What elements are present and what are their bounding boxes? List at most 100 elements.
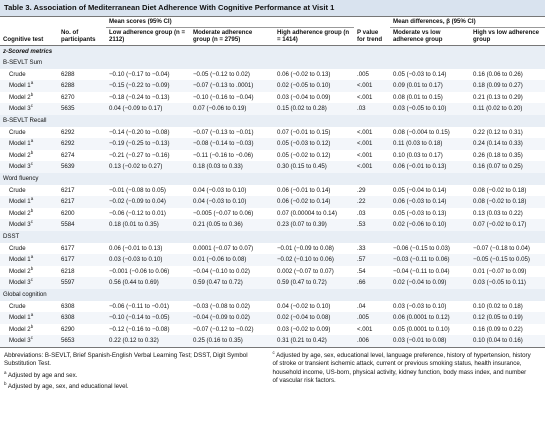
row-label-text: Model 1 — [9, 82, 31, 90]
participants: 6217 — [58, 196, 106, 208]
participants: 6288 — [61, 70, 75, 78]
cell: −0.001 (−0.06 to 0.06) — [109, 267, 170, 275]
cell: 0.04 (−0.09 to 0.17) — [106, 103, 190, 116]
participants: 6292 — [58, 138, 106, 150]
cell: −0.01 (−0.09 to 0.08) — [277, 244, 334, 252]
cell: 0.03 (−0.04 to 0.09) — [277, 93, 331, 101]
cell: 0.06 (−0.02 to 0.13) — [277, 70, 331, 78]
cell: 0.01 (−0.06 to 0.08) — [190, 254, 274, 266]
cell: 0.12 (0.05 to 0.19) — [470, 312, 545, 324]
data-row: Model 1a 6308 −0.10 (−0.14 to −0.05) −0.04 … — [0, 312, 545, 324]
cell: 0.16 (0.09 to 0.22) — [473, 325, 523, 333]
data-row: Crude 6288 −0.10 (−0.17 to −0.04) −0.05 (−0… — [0, 69, 545, 81]
data-row: Crude 6308 −0.06 (−0.11 to −0.01) −0.03 (−0… — [0, 301, 545, 313]
cell: .54 — [357, 267, 366, 275]
cell: <.001 — [354, 80, 391, 92]
footnote-text: Adjusted by age, sex, educational level,… — [272, 351, 531, 385]
header-cell: P value for trend — [354, 27, 391, 46]
cell: 0.06 (−0.01 to 0.14) — [277, 186, 331, 194]
cell: −0.08 (−0.14 to −0.03) — [190, 138, 274, 150]
cell: <.001 — [357, 151, 373, 159]
participants: 6200 — [61, 209, 75, 217]
section-row: B-SEVLT Recall — [0, 115, 545, 127]
footnote: c Adjusted by age, sex, educational leve… — [272, 350, 534, 386]
header-cell: Moderate adherence group (n = 2795) — [190, 27, 274, 46]
data-row: Crude 6177 0.06 (−0.01 to 0.13) 0.0001 (−0.… — [0, 243, 545, 255]
data-row: Crude 6217 −0.01 (−0.08 to 0.05) 0.04 (−0.0… — [0, 185, 545, 197]
cell: <.001 — [354, 138, 391, 150]
header-cell: Low adherence group (n = 2112) — [106, 27, 190, 46]
header-cell — [354, 16, 391, 27]
cell: 0.07 (−0.06 to 0.19) — [190, 103, 274, 116]
cell: 0.0001 (−0.07 to 0.07) — [193, 244, 254, 252]
section-name: Global cognition — [0, 288, 545, 301]
header-cell: Cognitive test — [0, 27, 58, 46]
cell: .33 — [357, 244, 366, 252]
row-label: Model 3c — [0, 103, 58, 116]
cell: 0.15 (0.02 to 0.28) — [274, 103, 355, 116]
cell: 0.18 (0.01 to 0.35) — [106, 219, 190, 231]
row-label-text: Crude — [9, 128, 26, 136]
participants: 6217 — [61, 186, 75, 194]
section-row: B-SEVLT Sum — [0, 57, 545, 69]
participants: 5584 — [58, 219, 106, 231]
cell: 0.21 (0.13 to 0.29) — [473, 93, 523, 101]
cell: .57 — [354, 254, 391, 266]
row-label-text: Model 2 — [9, 325, 31, 333]
header-cell — [0, 16, 58, 27]
section-name: Word fluency — [0, 173, 545, 185]
footnote-mark: b — [30, 323, 34, 329]
cell: −0.18 (−0.24 to −0.13) — [109, 93, 170, 101]
cell: −0.07 (−0.13 to .0001) — [190, 80, 274, 92]
cell: −0.04 (−0.10 to 0.02) — [193, 267, 250, 275]
cell: 0.11 (0.02 to 0.20) — [470, 103, 545, 116]
cell: 0.02 (−0.06 to 0.10) — [390, 219, 471, 231]
cell: 0.18 (0.09 to 0.27) — [470, 80, 545, 92]
participants: 6274 — [61, 151, 75, 159]
cell: −0.03 (−0.08 to 0.02) — [193, 302, 250, 310]
metric-heading: z-Scored metrics — [0, 45, 545, 58]
row-label: Model 3c — [0, 335, 58, 347]
cell: 0.08 (−0.02 to 0.18) — [470, 196, 545, 208]
row-label-text: Model 3 — [9, 163, 31, 171]
cell: 0.01 (−0.07 to 0.09) — [473, 267, 527, 275]
data-row: Model 3c 5635 0.04 (−0.09 to 0.17) 0.07 (−0… — [0, 103, 545, 116]
cell: 0.13 (0.03 to 0.22) — [473, 209, 523, 217]
row-label: Model 1a — [0, 196, 58, 208]
cell: −0.07 (−0.13 to −0.01) — [193, 128, 254, 136]
header-cell: Moderate vs low adherence group — [390, 27, 471, 46]
cell: .005 — [357, 70, 369, 78]
metric-heading-row: z-Scored metrics — [0, 45, 545, 58]
cell: .29 — [357, 186, 366, 194]
cell: .005 — [354, 312, 391, 324]
cell: 0.03 (−0.05 to 0.11) — [470, 277, 545, 289]
cell: 0.06 (−0.02 to 0.14) — [274, 196, 355, 208]
row-label-text: Crude — [9, 186, 26, 194]
cell: −0.07 (−0.18 to 0.04) — [473, 244, 530, 252]
participants: 5639 — [58, 161, 106, 174]
cell: 0.02 (−0.04 to 0.09) — [390, 277, 471, 289]
header-cell — [58, 16, 106, 27]
cell: 0.07 (−0.01 to 0.15) — [277, 128, 331, 136]
cell: −0.21 (−0.27 to −0.16) — [109, 151, 170, 159]
cell: −0.15 (−0.22 to −0.09) — [106, 80, 190, 92]
cell: 0.08 (−0.004 to 0.15) — [393, 128, 450, 136]
row-label-text: Model 1 — [9, 256, 31, 264]
footnote-mark: c — [30, 335, 33, 341]
cell: 0.05 (−0.03 to 0.12) — [274, 138, 355, 150]
data-row: Model 3c 5584 0.18 (0.01 to 0.35) 0.21 (0.0… — [0, 219, 545, 231]
cell: <.001 — [357, 93, 373, 101]
table-body: z-Scored metrics B-SEVLT Sum Crude 6288 −0.… — [0, 45, 545, 347]
data-row: Model 2b 6290 −0.12 (−0.16 to −0.08) −0.07 … — [0, 324, 545, 336]
row-label-text: Model 3 — [9, 221, 31, 229]
table-title: Table 3. Association of Mediterranean Di… — [0, 0, 545, 16]
row-label: Model 3c — [0, 277, 58, 289]
participants: 6290 — [61, 325, 75, 333]
cell: .03 — [354, 103, 391, 116]
row-label: Model 2b — [0, 150, 58, 162]
cell: −0.05 (−0.15 to 0.05) — [470, 254, 545, 266]
cell: .53 — [354, 219, 391, 231]
participants: 6270 — [61, 93, 75, 101]
footnote-mark: a — [4, 369, 7, 375]
